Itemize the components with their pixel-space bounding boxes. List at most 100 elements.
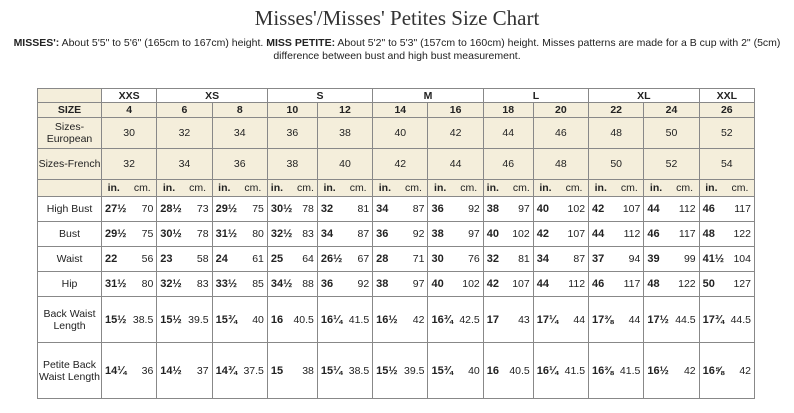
inches-value: 15¾ xyxy=(431,364,453,377)
inches-value: 28 xyxy=(376,253,389,265)
inches-value: 48 xyxy=(702,228,715,240)
inches-value: 46 xyxy=(592,278,605,290)
back-waist-length-value: 17⅜ 44 xyxy=(588,296,645,343)
back-waist-length-value: 16 40.5 xyxy=(266,296,318,343)
cm-value: 67 xyxy=(357,253,370,265)
cm-value: 94 xyxy=(628,253,641,265)
high-bust-value: 27½ 70 xyxy=(100,196,158,222)
unit-cell: in. cm. xyxy=(643,179,700,197)
inches-value: 23 xyxy=(160,253,173,265)
inches-value: 46 xyxy=(647,228,660,240)
cm-value: 39.5 xyxy=(404,364,425,377)
unit-cell: in. cm. xyxy=(316,179,374,197)
hip-value: 32½ 83 xyxy=(156,271,213,297)
back-waist-length-value: 17 43 xyxy=(482,296,534,343)
unit-in: in. xyxy=(594,182,607,194)
cm-value: 117 xyxy=(734,203,751,215)
cm-value: 38.5 xyxy=(132,313,154,326)
cm-value: 107 xyxy=(567,228,586,240)
unit-cm: cm. xyxy=(731,182,749,194)
cm-value: 102 xyxy=(567,203,586,215)
inches-value: 41½ xyxy=(702,253,725,265)
cm-value: 112 xyxy=(623,228,641,240)
petite-label: MISS PETITE: xyxy=(266,37,336,49)
inches-value: 34 xyxy=(376,203,389,215)
cm-value: 81 xyxy=(357,203,370,215)
unit-in: in. xyxy=(705,182,718,194)
unit-cm: cm. xyxy=(297,182,314,194)
size-value: 18 xyxy=(482,102,534,118)
cm-value: 80 xyxy=(141,278,154,290)
size-group-xs: XS xyxy=(156,88,268,103)
inches-value: 34 xyxy=(320,228,334,240)
french-label: Sizes-French xyxy=(37,148,102,180)
cm-value: 61 xyxy=(252,253,264,265)
cm-value: 73 xyxy=(196,203,209,215)
french-value: 38 xyxy=(266,148,318,180)
high-bust-value: 28½ 73 xyxy=(156,196,213,222)
inches-value: 16½ xyxy=(376,313,398,326)
cm-value: 83 xyxy=(302,228,314,240)
inches-value: 37 xyxy=(592,253,605,265)
high-bust-value: 38 97 xyxy=(482,196,534,222)
inches-value: 30½ xyxy=(270,203,293,215)
unit-cell: in. cm. xyxy=(156,179,213,197)
petite-back-waist-length-value: 16⅜ 41.5 xyxy=(588,342,645,399)
size-chart-table: XXS XS S M L XL XXL SIZE 4 6 8 10 12 14 16 18 20 22 24 26 Si… xyxy=(37,88,756,399)
waist-value: 30 76 xyxy=(427,246,484,272)
size-value: 26 xyxy=(698,102,756,118)
french-value: 44 xyxy=(427,148,484,180)
hip-value: 34½ 88 xyxy=(266,271,318,297)
waist-value: 28 71 xyxy=(372,246,429,272)
size-value: 8 xyxy=(211,102,268,118)
unit-in: in. xyxy=(378,182,391,194)
page-title: Misses'/Misses' Petites Size Chart xyxy=(254,6,540,30)
inches-value: 36 xyxy=(431,203,444,215)
cm-value: 64 xyxy=(302,253,314,265)
misses-label: MISSES': xyxy=(13,37,60,49)
inches-value: 32 xyxy=(320,203,334,215)
cm-value: 42 xyxy=(683,364,696,377)
cm-value: 76 xyxy=(468,253,480,265)
inches-value: 40 xyxy=(486,228,500,240)
bust-value: 38 97 xyxy=(427,221,484,247)
inches-value: 38 xyxy=(376,278,389,290)
inches-value: 24 xyxy=(215,253,228,265)
unit-cm: cm. xyxy=(676,182,694,194)
cm-value: 112 xyxy=(678,203,696,215)
size-value: 12 xyxy=(316,102,374,118)
petite-back-waist-length-value: 16½ 42 xyxy=(643,342,700,399)
unit-in: in. xyxy=(486,182,499,194)
cm-value: 102 xyxy=(512,228,530,240)
size-value: 20 xyxy=(532,102,590,118)
petite-back-waist-length-value: 14½ 37 xyxy=(156,342,213,399)
unit-cell: in. cm. xyxy=(266,179,318,197)
french-value: 32 xyxy=(100,148,158,180)
misses-text: About 5'5" to 5'6" (165cm to 167cm) heig… xyxy=(59,37,267,49)
back-waist-length-value: 15¾ 40 xyxy=(211,296,268,343)
french-value: 48 xyxy=(532,148,590,180)
cm-value: 71 xyxy=(412,253,425,265)
cm-value: 97 xyxy=(412,278,425,290)
european-value: 44 xyxy=(482,117,534,149)
petite-back-waist-length-value: 14¼ 36 xyxy=(100,342,158,399)
cm-value: 70 xyxy=(141,203,154,215)
inches-value: 16 xyxy=(270,313,284,326)
french-value: 54 xyxy=(698,148,756,180)
unit-cell: in. cm. xyxy=(698,179,756,197)
petite-back-waist-length-row: Petite Back Waist Length 14¼ 36 14½ 37 14¾ 37.… xyxy=(37,342,756,399)
cm-value: 75 xyxy=(252,203,264,215)
unit-in: in. xyxy=(162,182,176,194)
unit-cm: cm. xyxy=(349,182,367,194)
hip-value: 48 122 xyxy=(643,271,700,297)
high-bust-value: 40 102 xyxy=(532,196,590,222)
inches-value: 44 xyxy=(647,203,660,215)
unit-in: in. xyxy=(434,182,447,194)
cm-value: 44 xyxy=(628,313,641,326)
cm-value: 40.5 xyxy=(293,313,314,326)
petite-back-waist-length-value: 16 40.5 xyxy=(482,342,534,399)
bust-value: 48 122 xyxy=(698,221,756,247)
cm-value: 40 xyxy=(252,313,264,326)
bust-value: 40 102 xyxy=(482,221,534,247)
waist-value: 22 56 xyxy=(100,246,158,272)
